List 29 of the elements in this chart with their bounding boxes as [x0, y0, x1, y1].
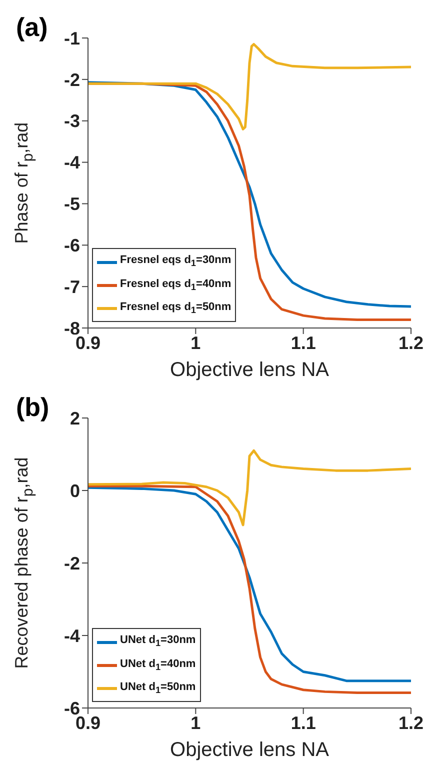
line-series [88, 449, 411, 526]
y-tick-label: -2 [64, 553, 80, 574]
line-series [88, 42, 411, 130]
x-tick-label: 1.2 [398, 332, 424, 353]
x-tick-label: 1.2 [398, 712, 424, 733]
y-tick-label: -4 [64, 626, 80, 646]
legend-label: UNet d$_{1}$=30nm [120, 633, 196, 651]
y-tick-label: -4 [64, 152, 80, 173]
legend-label: Fresnel eqs d$_{1}$=30nm [120, 253, 232, 271]
y-tick-label: 2 [70, 408, 80, 428]
legend-label: UNet d$_{1}$=40nm [120, 656, 196, 674]
x-tick-label: 1.1 [290, 712, 316, 733]
text: (b) [16, 392, 50, 423]
x-axis-title: Objective lens NA [170, 359, 330, 381]
text: (a) [16, 12, 48, 43]
x-tick-label: 1.1 [290, 332, 316, 353]
y-tick-label: -6 [64, 236, 80, 256]
y-tick-label: 0 [70, 480, 80, 501]
legend-label: Fresnel eqs d$_{1}$=50nm [120, 300, 232, 317]
y-tick-label: -5 [64, 194, 80, 214]
x-tick-label: 1 [190, 332, 201, 353]
legend-label: Fresnel eqs d$_{1}$=40nm [120, 276, 232, 294]
y-tick-label: -7 [64, 276, 80, 297]
y-tick-label: -1 [64, 28, 80, 48]
y-tick-label: -2 [64, 70, 80, 90]
x-tick-label: 1 [190, 712, 201, 733]
legend-label: UNet d$_{1}$=50nm [120, 680, 196, 697]
y-tick-label: -3 [64, 111, 80, 132]
x-axis-title: Objective lens NA [170, 739, 330, 761]
